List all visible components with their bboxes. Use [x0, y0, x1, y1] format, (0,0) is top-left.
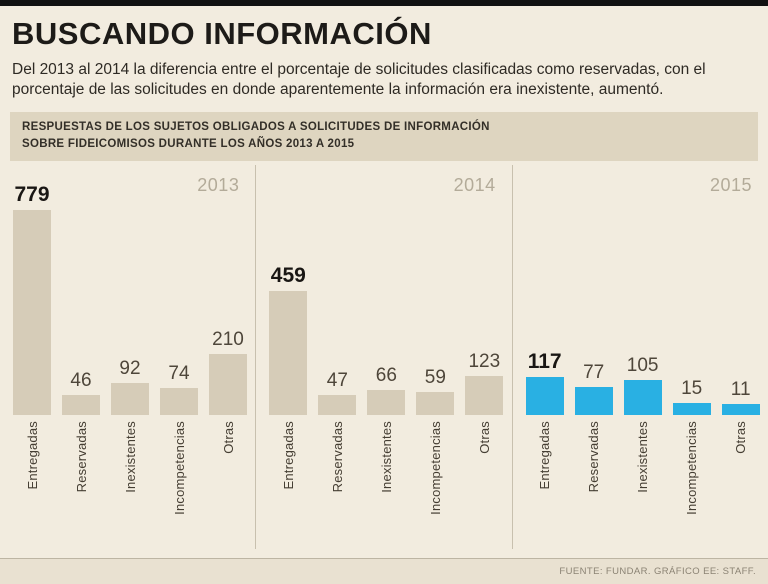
bar-value-label: 46 [70, 370, 92, 392]
bar-2013-entregadas [13, 210, 51, 415]
category-cell: Incompetencias [416, 421, 454, 547]
category-cell: Incompetencias [673, 421, 711, 547]
bar-2014-reservadas [318, 394, 357, 415]
bar-value-label: 459 [270, 263, 306, 287]
category-cell: Reservadas [62, 421, 100, 547]
category-label-otras: Otras [733, 420, 749, 454]
bar-cell-2013-reservadas: 46 [62, 370, 100, 415]
chart-panel-2015: 2015 117 77 105 15 11 Entregadas Reservadas Inex… [511, 164, 768, 549]
year-label-2015: 2015 [709, 174, 752, 195]
chart-panel-2013: 2013 779 46 92 74 210 Entregadas Reservadas Inex… [0, 165, 255, 549]
category-label-entregadas: Entregadas [537, 420, 553, 490]
year-label-2013: 2013 [197, 174, 240, 195]
category-label-reservadas: Reservadas [73, 420, 89, 492]
bars-row-2013: 779 46 92 74 210 [0, 165, 255, 415]
chart-header-line2: SOBRE FIDEICOMISOS DURANTE LOS AÑOS 2013… [22, 137, 355, 150]
bar-cell-2014-incompetencias: 59 [416, 366, 455, 415]
category-label-incompetencias: Incompetencias [684, 420, 700, 515]
bar-2015-otras [721, 403, 760, 415]
bar-cell-2015-reservadas: 77 [574, 362, 613, 415]
chart-panel-2014: 2014 459 47 66 59 123 Entregadas Reservadas Inex… [255, 164, 511, 549]
bar-cell-2013-entregadas: 779 [13, 183, 51, 415]
bar-value-label: 117 [527, 350, 562, 374]
category-labels-row-2014: Entregadas Reservadas Inexistentes Incompet… [256, 421, 511, 547]
category-cell: Entregadas [526, 421, 564, 547]
bar-value-label: 59 [424, 366, 446, 388]
category-label-otras: Otras [220, 420, 236, 454]
bar-value-label: 779 [14, 183, 50, 207]
page-subtitle: Del 2013 al 2014 la diferencia entre el … [12, 61, 706, 99]
bar-cell-2013-inexistentes: 92 [111, 358, 149, 415]
bar-value-label: 105 [626, 355, 659, 377]
category-label-inexistentes: Inexistentes [378, 420, 394, 493]
chart-header-band: RESPUESTAS DE LOS SUJETOS OBLIGADOS A SO… [10, 112, 758, 161]
bar-cell-2013-incompetencias: 74 [160, 363, 198, 415]
source-credit: FUENTE: FUNDAR. GRÁFICO EE: STAFF. [559, 566, 756, 577]
bar-2013-inexistentes [111, 383, 149, 415]
bar-2013-reservadas [62, 395, 100, 415]
category-label-reservadas: Reservadas [329, 420, 345, 492]
category-cell: Otras [465, 421, 503, 547]
bar-cell-2015-otras: 11 [721, 378, 760, 415]
category-label-inexistentes: Inexistentes [635, 420, 651, 493]
category-cell: Inexistentes [111, 421, 149, 547]
bar-2014-otras [465, 375, 504, 415]
bar-cell-2015-inexistentes: 105 [623, 355, 662, 415]
bar-2015-reservadas [574, 387, 613, 415]
category-label-reservadas: Reservadas [586, 420, 602, 492]
bar-2014-inexistentes [367, 390, 406, 415]
category-cell: Entregadas [269, 421, 307, 547]
bar-2014-incompetencias [416, 391, 455, 415]
category-cell: Inexistentes [367, 421, 405, 547]
category-cell: Otras [209, 421, 247, 547]
category-cell: Reservadas [318, 421, 356, 547]
category-label-entregadas: Entregadas [280, 420, 296, 490]
chart-header-line1: RESPUESTAS DE LOS SUJETOS OBLIGADOS A SO… [22, 121, 490, 134]
bar-value-label: 92 [119, 358, 141, 380]
bar-value-label: 77 [583, 362, 605, 384]
bar-cell-2013-otras: 210 [209, 329, 247, 415]
bars-row-2014: 459 47 66 59 123 [256, 165, 511, 415]
bar-2015-inexistentes [623, 380, 662, 415]
bar-value-label: 15 [681, 377, 703, 399]
bar-cell-2015-entregadas: 117 [525, 350, 564, 415]
bar-cell-2014-inexistentes: 66 [367, 365, 406, 415]
bar-cell-2015-incompetencias: 15 [672, 377, 711, 415]
bar-cell-2014-otras: 123 [465, 350, 504, 415]
category-cell: Otras [722, 421, 760, 547]
chart-panels: 2013 779 46 92 74 210 Entregadas Reservadas Inex… [0, 164, 768, 549]
bar-2015-entregadas [525, 377, 564, 415]
bar-2014-entregadas [269, 290, 308, 415]
page-title: BUSCANDO INFORMACIÓN [12, 16, 432, 51]
year-label-2014: 2014 [453, 174, 496, 195]
bar-2013-otras [209, 353, 247, 415]
category-label-incompetencias: Incompetencias [427, 420, 443, 515]
footer-bar: FUENTE: FUNDAR. GRÁFICO EE: STAFF. [0, 558, 768, 584]
category-label-inexistentes: Inexistentes [122, 420, 138, 493]
bar-value-label: 74 [168, 362, 190, 384]
bar-value-label: 66 [375, 365, 397, 386]
bars-row-2015: 117 77 105 15 11 [513, 165, 768, 415]
category-labels-row-2015: Entregadas Reservadas Inexistentes Incompet… [513, 421, 768, 547]
category-labels-row-2013: Entregadas Reservadas Inexistentes Incompet… [0, 421, 255, 547]
top-black-bar [0, 0, 768, 6]
bar-value-label: 11 [730, 378, 751, 400]
bar-value-label: 123 [468, 350, 501, 372]
bar-cell-2014-reservadas: 47 [318, 369, 357, 415]
bar-2013-incompetencias [160, 387, 198, 415]
category-cell: Entregadas [13, 421, 51, 547]
bar-2015-incompetencias [672, 402, 711, 415]
category-label-incompetencias: Incompetencias [171, 420, 187, 515]
bar-cell-2014-entregadas: 459 [269, 263, 308, 415]
category-cell: Reservadas [575, 421, 613, 547]
category-cell: Inexistentes [624, 421, 662, 547]
bar-value-label: 47 [326, 369, 348, 391]
category-cell: Incompetencias [160, 421, 198, 547]
category-label-otras: Otras [476, 420, 492, 454]
bar-value-label: 210 [212, 328, 244, 350]
category-label-entregadas: Entregadas [24, 420, 40, 490]
